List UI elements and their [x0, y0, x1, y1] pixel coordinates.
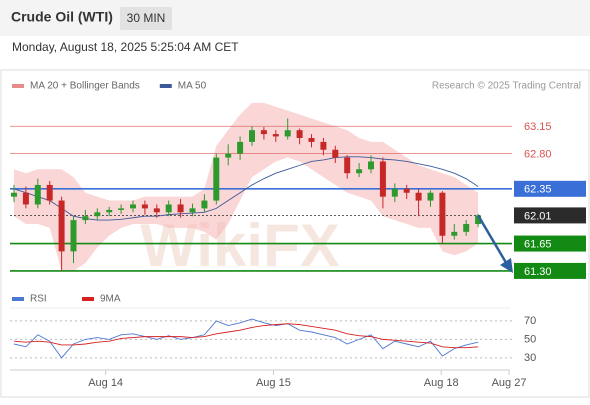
level-label: 63.15 — [524, 121, 552, 133]
candle-body — [22, 192, 29, 205]
level-label: 62.80 — [524, 149, 552, 161]
credit: Research © 2025 Trading Central — [432, 81, 581, 92]
instrument-title: Crude Oil (WTI) — [11, 9, 113, 25]
timestamp: Monday, August 18, 2025 5:25:04 AM CET — [12, 40, 239, 54]
candle-body — [332, 149, 339, 158]
candle-body — [70, 220, 77, 252]
candle-body — [11, 192, 17, 197]
candle-body — [391, 188, 398, 197]
candle-body — [118, 208, 125, 210]
candle-body — [379, 161, 386, 197]
level-label-box — [514, 207, 586, 224]
level-label-box — [514, 180, 586, 197]
candle-body — [213, 157, 220, 201]
candle-body — [189, 208, 196, 213]
rsi-line — [13, 318, 479, 359]
candle-body — [296, 130, 303, 139]
candle-body — [475, 215, 482, 225]
header-bar — [0, 0, 590, 36]
rsi-legend-label: RSI — [30, 294, 47, 305]
level-label: 62.01 — [524, 210, 552, 222]
ma50-line — [13, 156, 479, 221]
arrow-head — [500, 258, 513, 273]
candle-body — [46, 184, 53, 201]
candle-body — [141, 204, 148, 209]
candle-body — [344, 157, 351, 174]
x-tick-label: Aug 14 — [88, 377, 123, 389]
candle-body — [427, 192, 434, 201]
level-label: 61.30 — [524, 266, 552, 278]
candle-body — [225, 153, 232, 158]
rsi-legend-swatch — [82, 297, 94, 301]
candle-body — [463, 224, 470, 232]
candle-body — [201, 200, 208, 209]
candle-body — [34, 184, 41, 205]
timeframe: 30 MIN — [127, 11, 166, 25]
legend-label: MA 20 + Bollinger Bands — [30, 81, 140, 92]
level-label: 61.65 — [524, 238, 552, 250]
rsi-legend-label: 9MA — [100, 294, 121, 305]
candle-body — [356, 169, 363, 174]
candle-body — [260, 130, 267, 135]
candle-body — [415, 192, 422, 201]
rsi-ma-line — [13, 323, 479, 349]
rsi-tick-label: 30 — [524, 352, 536, 364]
candle-body — [451, 231, 458, 236]
candle-body — [272, 134, 279, 137]
candle-body — [58, 200, 65, 252]
x-tick-label: Aug 27 — [492, 377, 527, 389]
legend-swatch — [12, 84, 24, 88]
rsi-tick-label: 70 — [524, 315, 536, 327]
timeframe-badge — [120, 7, 172, 30]
rsi-tick-label: 50 — [524, 333, 536, 345]
legend-swatch — [159, 84, 172, 88]
candle-body — [82, 216, 89, 221]
candle-body — [403, 188, 410, 193]
level-label-box — [514, 262, 586, 279]
legend-label: MA 50 — [178, 81, 207, 92]
bollinger-band — [14, 102, 479, 271]
chart-frame — [0, 69, 590, 398]
level-label-box — [514, 235, 586, 252]
x-tick-label: Aug 18 — [424, 377, 459, 389]
candle-body — [308, 138, 315, 142]
candle-body — [130, 204, 136, 209]
candle-body — [94, 212, 101, 217]
candle-body — [320, 141, 327, 150]
candle-body — [249, 130, 255, 142]
candle-body — [106, 209, 113, 213]
candle-body — [368, 161, 374, 170]
level-label: 62.35 — [524, 184, 552, 196]
x-tick-label: Aug 15 — [256, 377, 291, 389]
candle-body — [237, 141, 244, 154]
projection-arrow — [477, 214, 510, 267]
candle-body — [284, 130, 291, 137]
candle-body — [153, 208, 160, 213]
candle-body — [165, 204, 172, 213]
rsi-legend-swatch — [12, 297, 24, 301]
candle-body — [439, 192, 446, 236]
candle-body — [177, 204, 184, 213]
